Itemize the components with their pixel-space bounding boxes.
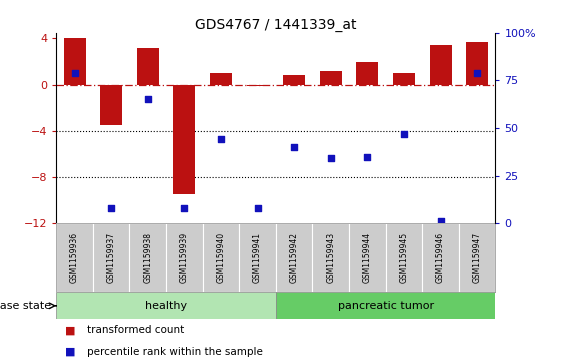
Text: pancreatic tumor: pancreatic tumor xyxy=(338,301,434,311)
Text: healthy: healthy xyxy=(145,301,187,311)
Bar xyxy=(203,223,239,292)
Text: ■: ■ xyxy=(65,347,75,357)
Bar xyxy=(100,85,122,125)
Text: GSM1159946: GSM1159946 xyxy=(436,232,445,283)
Text: percentile rank within the sample: percentile rank within the sample xyxy=(87,347,263,357)
Bar xyxy=(283,76,305,85)
Point xyxy=(290,144,299,150)
Point xyxy=(180,205,189,211)
Text: ■: ■ xyxy=(65,325,75,335)
Bar xyxy=(56,292,276,319)
Point xyxy=(70,70,79,76)
Text: GSM1159942: GSM1159942 xyxy=(290,232,298,283)
Bar xyxy=(422,223,459,292)
Bar xyxy=(173,85,195,194)
Text: GSM1159936: GSM1159936 xyxy=(70,232,79,283)
Point xyxy=(216,136,225,142)
Bar xyxy=(166,223,203,292)
Point xyxy=(400,131,409,136)
Bar xyxy=(466,42,488,85)
Bar xyxy=(459,223,495,292)
Text: GSM1159938: GSM1159938 xyxy=(144,232,152,283)
Bar xyxy=(356,62,378,85)
Text: GSM1159939: GSM1159939 xyxy=(180,232,189,283)
Bar xyxy=(56,223,93,292)
Text: GSM1159937: GSM1159937 xyxy=(107,232,115,283)
Text: GSM1159943: GSM1159943 xyxy=(327,232,335,283)
Bar xyxy=(276,223,312,292)
Bar xyxy=(312,223,349,292)
Point xyxy=(107,205,116,211)
Text: disease state: disease state xyxy=(0,301,51,311)
Bar xyxy=(430,45,452,85)
Point xyxy=(363,154,372,159)
Bar xyxy=(137,48,159,85)
Title: GDS4767 / 1441339_at: GDS4767 / 1441339_at xyxy=(195,18,356,32)
Point xyxy=(436,219,445,224)
Bar xyxy=(93,223,129,292)
Point xyxy=(253,205,262,211)
Bar xyxy=(64,38,86,85)
Bar xyxy=(239,223,276,292)
Bar xyxy=(129,223,166,292)
Bar xyxy=(247,85,269,86)
Text: GSM1159940: GSM1159940 xyxy=(217,232,225,283)
Point xyxy=(326,155,335,161)
Bar xyxy=(210,73,232,85)
Bar xyxy=(386,223,422,292)
Point xyxy=(472,70,481,76)
Bar xyxy=(393,73,415,85)
Bar xyxy=(276,292,495,319)
Text: GSM1159945: GSM1159945 xyxy=(400,232,408,283)
Bar xyxy=(349,223,386,292)
Text: GSM1159941: GSM1159941 xyxy=(253,232,262,283)
Point xyxy=(143,97,152,102)
Text: transformed count: transformed count xyxy=(87,325,184,335)
Text: GSM1159947: GSM1159947 xyxy=(473,232,481,283)
Bar xyxy=(320,71,342,85)
Text: GSM1159944: GSM1159944 xyxy=(363,232,372,283)
